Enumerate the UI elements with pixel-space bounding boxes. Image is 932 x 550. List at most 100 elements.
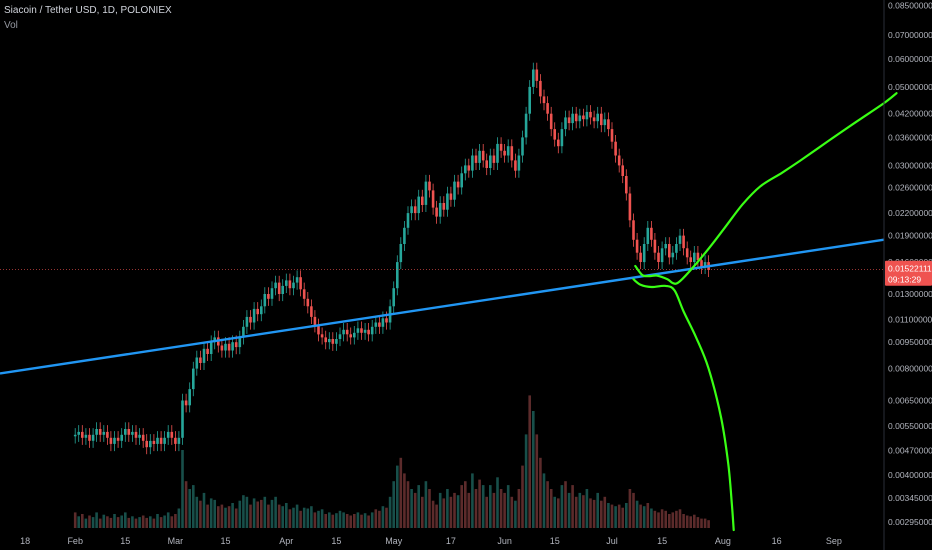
candle xyxy=(421,189,424,212)
volume-bar xyxy=(642,506,646,528)
time-tick-label: Jun xyxy=(497,536,512,546)
time-tick-label: Apr xyxy=(279,536,293,546)
price-tick-label: 0.01300000 xyxy=(888,289,932,299)
volume-bar xyxy=(192,485,195,528)
candle xyxy=(567,110,571,131)
volume-bar xyxy=(81,514,84,528)
volume-bar xyxy=(632,492,635,528)
candle xyxy=(363,323,367,340)
volume-bar xyxy=(607,503,610,528)
candle xyxy=(553,122,556,147)
volume-bar xyxy=(424,481,428,528)
volume-bar xyxy=(345,514,349,528)
candle xyxy=(145,434,148,455)
volume-bar xyxy=(481,485,485,528)
candle xyxy=(192,361,195,397)
volume-bar xyxy=(571,485,574,528)
volume-bar xyxy=(116,517,120,528)
price-tick-label: 0.01900000 xyxy=(888,231,932,241)
candle xyxy=(485,153,488,176)
volume-bar xyxy=(614,506,617,528)
volume-bar xyxy=(496,477,499,528)
candle xyxy=(678,228,682,251)
volume-bar xyxy=(610,504,614,528)
volume-bar xyxy=(184,481,188,528)
volume-bar xyxy=(331,514,335,528)
ascending-trendline[interactable] xyxy=(0,238,885,375)
candle xyxy=(295,270,299,290)
volume-bar xyxy=(410,489,413,528)
price-tick-label: 0.05000000 xyxy=(888,82,932,92)
candle xyxy=(664,237,667,256)
candle xyxy=(582,108,585,127)
volume-bar xyxy=(202,492,206,528)
candle xyxy=(263,287,267,314)
volume-bar xyxy=(625,503,628,528)
candle xyxy=(195,350,199,376)
candle xyxy=(252,302,256,330)
volume-bar xyxy=(84,518,88,528)
candle xyxy=(367,323,370,342)
bar-countdown: 09:13:29 xyxy=(888,275,921,285)
candle xyxy=(281,279,284,302)
candle xyxy=(84,428,88,445)
candle xyxy=(134,425,138,445)
candle xyxy=(696,246,700,268)
time-tick-label: 15 xyxy=(657,536,667,546)
volume-bar xyxy=(381,506,385,528)
candle xyxy=(331,332,335,351)
volume-indicator-label[interactable]: Vol xyxy=(4,20,18,31)
candle xyxy=(317,318,320,342)
time-tick-label: Feb xyxy=(67,536,83,546)
candle xyxy=(109,431,113,452)
volume-bar xyxy=(567,492,571,528)
last-price-badge: 0.01522111 09:13:29 xyxy=(885,260,932,286)
candle xyxy=(456,174,460,195)
candle xyxy=(592,110,596,129)
candle xyxy=(499,137,503,158)
candle xyxy=(113,431,116,452)
candle xyxy=(184,393,188,413)
price-tick-label: 0.08500000 xyxy=(888,0,932,10)
volume-bar xyxy=(267,504,270,528)
volume-bar xyxy=(592,499,596,528)
volume-bar xyxy=(696,517,700,528)
symbol-title[interactable]: Siacoin / Tether USD, 1D, POLONIEX xyxy=(4,5,172,16)
candle xyxy=(478,144,481,170)
volume-bar xyxy=(353,514,356,528)
bearish-projection-drawing[interactable] xyxy=(632,278,735,532)
time-axis[interactable]: 18 Feb 15 Mar 15 Apr 15 May 17 Jun 15 Jul 15 Aug 16 Sep xyxy=(20,536,842,546)
candle xyxy=(345,323,349,342)
volume-bar xyxy=(478,479,481,528)
volume-bar xyxy=(413,492,417,528)
volume-bar xyxy=(149,516,152,528)
price-tick-label: 0.00800000 xyxy=(888,364,932,374)
candle xyxy=(306,292,310,314)
volume-bar xyxy=(396,465,399,528)
volume-bar xyxy=(252,498,256,528)
candle xyxy=(141,428,145,448)
candle xyxy=(127,422,131,442)
bullish-projection-drawing[interactable] xyxy=(634,92,898,285)
candle xyxy=(270,281,274,306)
volume-bar xyxy=(585,489,589,528)
candle xyxy=(632,213,635,247)
volume-bar xyxy=(467,492,471,528)
candle xyxy=(227,337,231,358)
candle xyxy=(481,144,485,168)
time-tick-label: Aug xyxy=(715,536,731,546)
candle xyxy=(220,338,224,358)
volume-bar xyxy=(91,517,95,528)
volume-bar xyxy=(113,514,116,528)
candle xyxy=(288,273,292,296)
price-tick-label: 0.03000000 xyxy=(888,160,932,170)
price-tick-label: 0.00345000 xyxy=(888,493,932,503)
candle xyxy=(521,130,524,163)
volume-bar xyxy=(703,518,707,528)
candle xyxy=(131,425,134,442)
volume-bar xyxy=(600,500,603,528)
volume-bar xyxy=(367,515,370,528)
candle xyxy=(106,425,109,445)
